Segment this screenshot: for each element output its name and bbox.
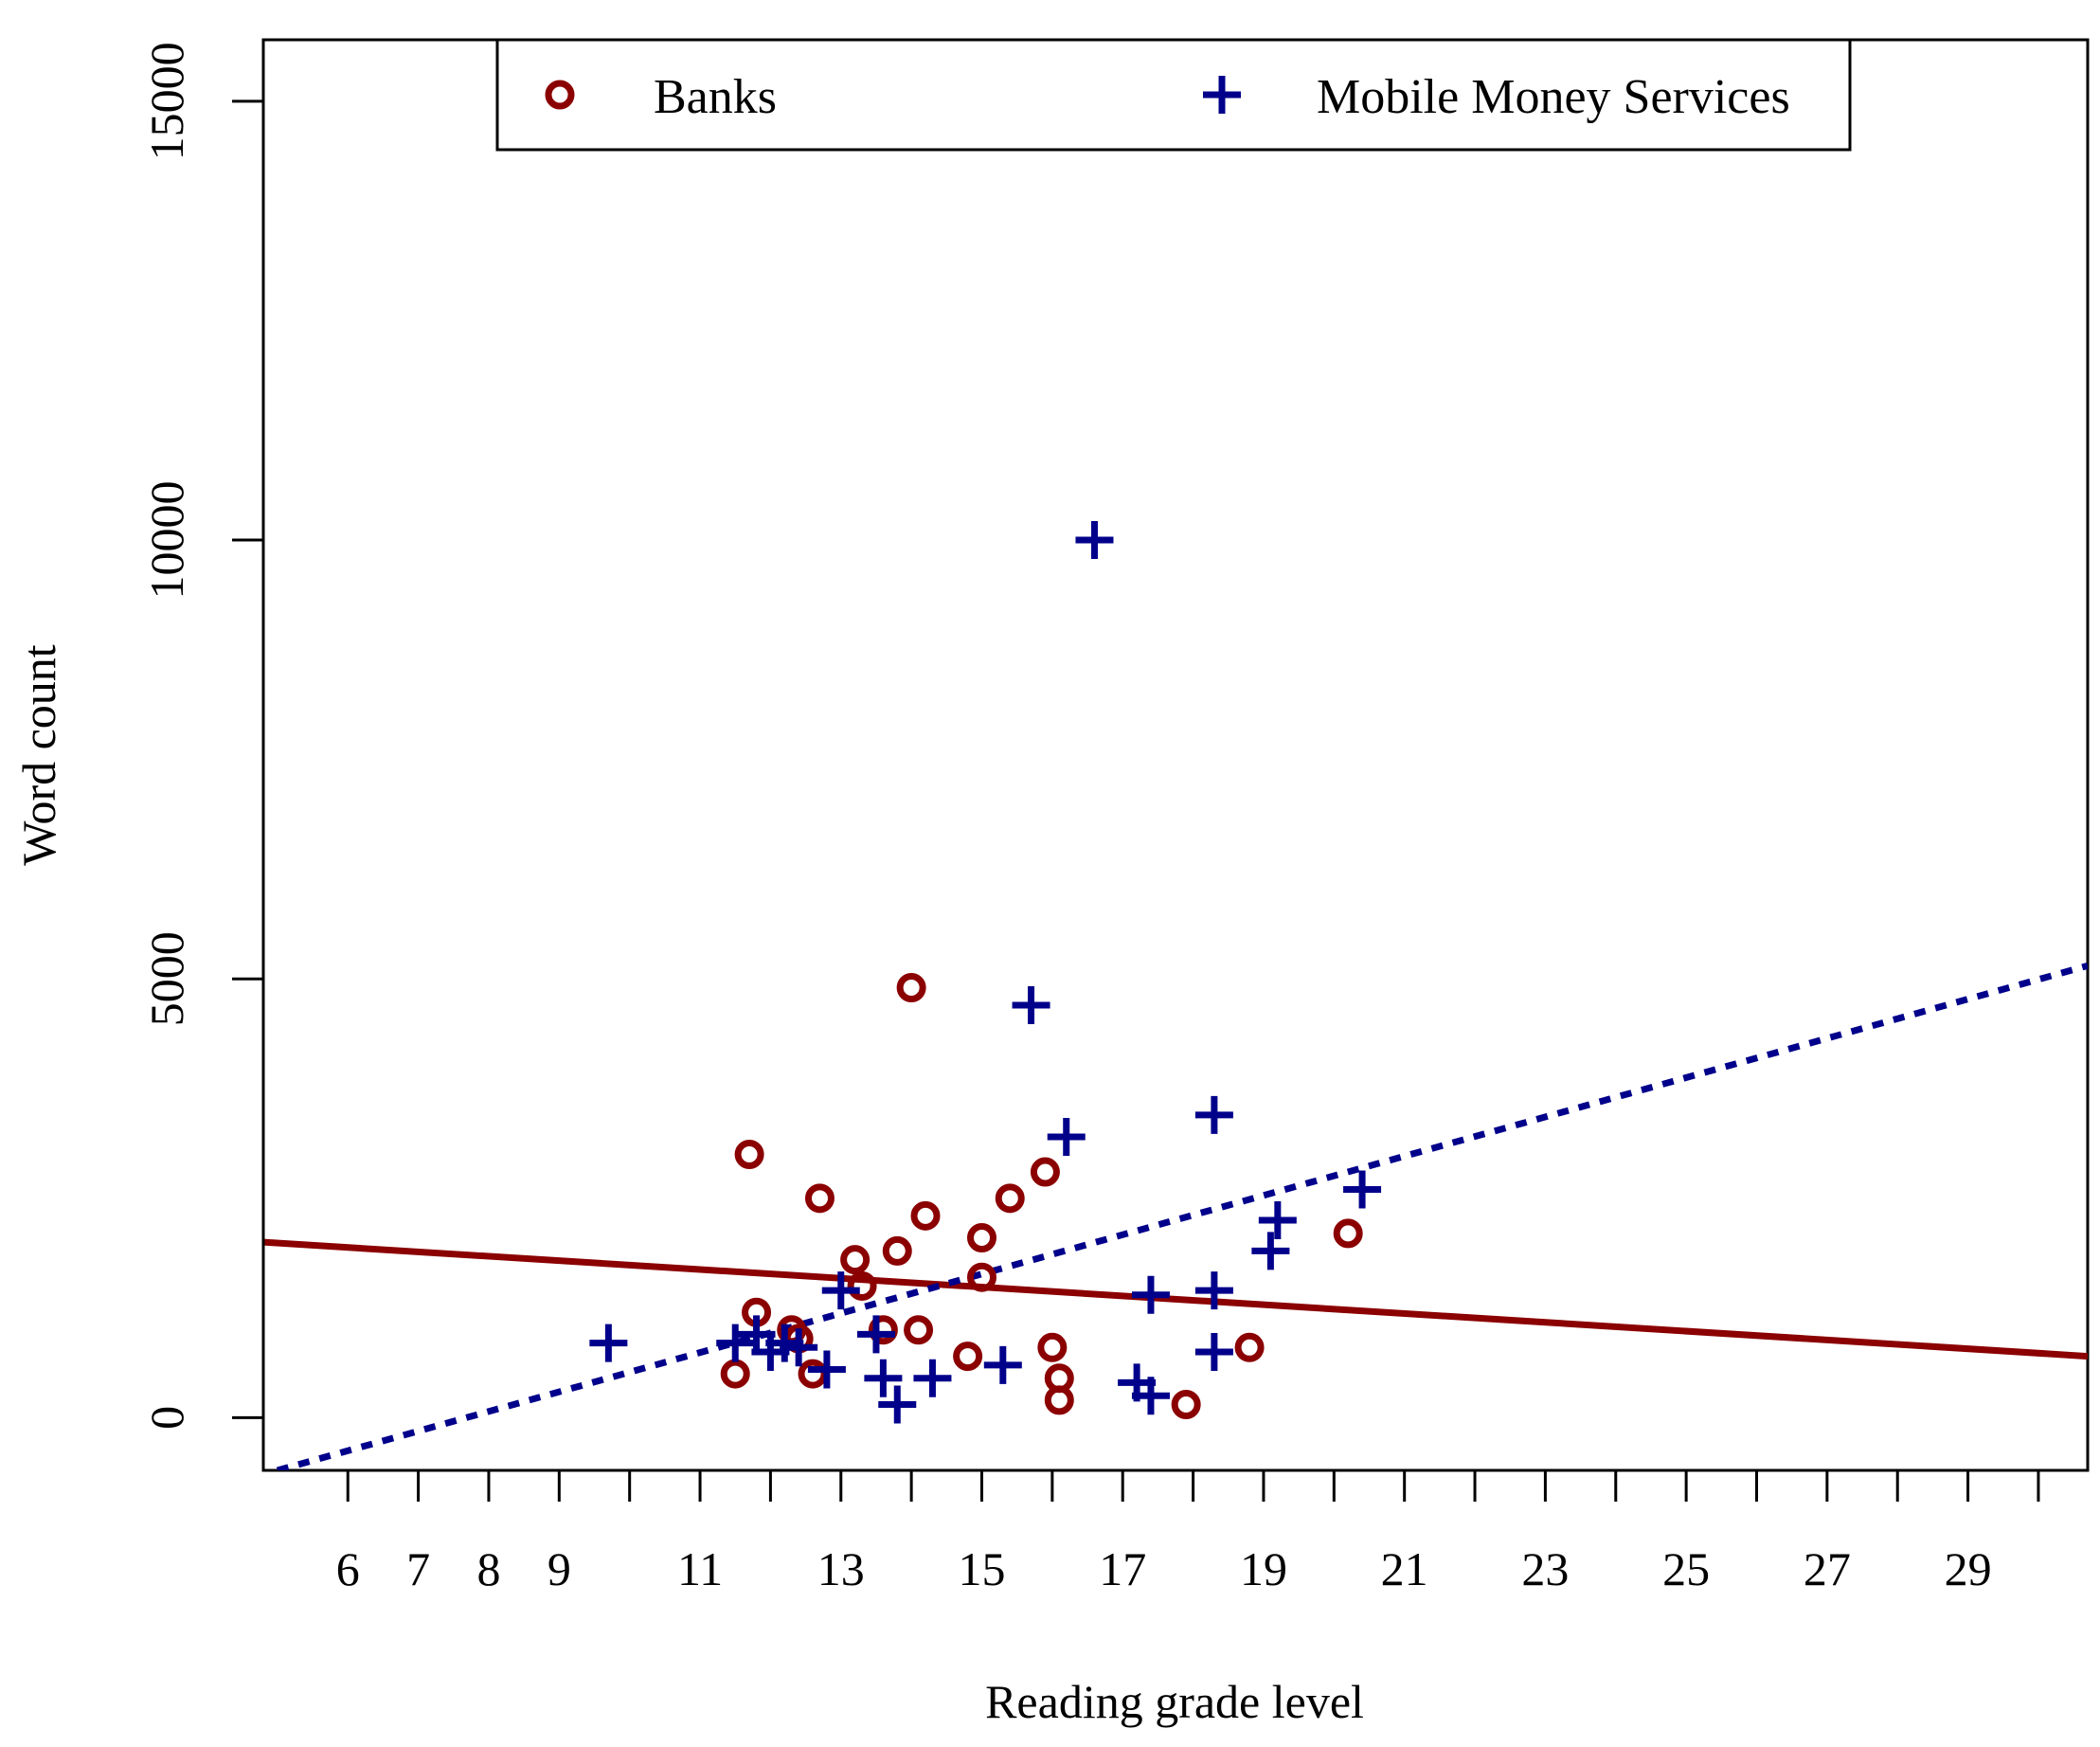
x-tick-label: 9 [547, 1542, 571, 1595]
y-tick-label: 0 [140, 1406, 193, 1430]
x-tick-label: 13 [817, 1542, 865, 1595]
banks-point [995, 1183, 1025, 1214]
y-axis: 0 5000 10000 15000 [140, 42, 265, 1430]
mobile-money-point [1131, 1275, 1170, 1314]
legend-label-banks: Banks [654, 70, 777, 124]
banks-point [1171, 1390, 1201, 1420]
plot-border [261, 38, 2090, 1472]
legend: Banks Mobile Money Services [495, 38, 1852, 152]
legend-marker-banks [545, 80, 575, 110]
banks-point [798, 1359, 828, 1389]
legend-item-mobile-money: Mobile Money Services [1203, 70, 1790, 124]
x-tick-label: 23 [1521, 1542, 1569, 1595]
banks-point [847, 1270, 877, 1301]
mobile-money-point [1258, 1200, 1297, 1239]
banks-point [1030, 1157, 1060, 1187]
banks-point [720, 1359, 750, 1389]
mobile-money-point [1194, 1095, 1233, 1134]
x-tick-label: 21 [1381, 1542, 1428, 1595]
banks-point [804, 1183, 835, 1214]
banks-point [1037, 1332, 1068, 1362]
x-tick-label: 7 [406, 1542, 430, 1595]
banks-point [734, 1140, 764, 1170]
y-tick-label: 15000 [140, 42, 193, 160]
legend-label-mobile-money: Mobile Money Services [1317, 70, 1790, 124]
banks-point [1333, 1218, 1363, 1249]
x-tick-label: 25 [1662, 1542, 1710, 1595]
mobile-money-point [1251, 1232, 1290, 1270]
banks-trend-line [263, 1238, 2088, 1360]
banks-point [882, 1235, 912, 1266]
plot-frame [261, 38, 2090, 1472]
x-tick-label: 17 [1099, 1542, 1146, 1595]
mobile-money-point [1012, 986, 1050, 1025]
mobile-money-point [821, 1271, 860, 1310]
x-tick-label: 29 [1945, 1542, 1992, 1595]
mobile-money-point [878, 1385, 917, 1424]
y-tick-label: 10000 [140, 481, 193, 600]
banks-point [904, 1315, 934, 1345]
y-tick-label: 5000 [140, 931, 193, 1026]
banks-point [910, 1200, 941, 1231]
mobile-money-point [1075, 521, 1114, 560]
mobile-money-point [589, 1324, 628, 1362]
x-tick-label: 8 [476, 1542, 500, 1595]
legend-marker-mobile-money [1203, 76, 1241, 114]
banks-point [967, 1262, 997, 1292]
x-axis-label: Reading grade level [985, 1675, 1364, 1728]
x-axis: 6 7 8 9 11 13 15 17 19 21 23 25 27 29 [336, 1468, 2040, 1595]
legend-box [495, 38, 1852, 152]
mobile-money-point [983, 1345, 1022, 1384]
x-tick-label: 19 [1240, 1542, 1287, 1595]
banks-point [1234, 1332, 1265, 1362]
x-tick-label: 6 [336, 1542, 360, 1595]
y-axis-label: Word count [12, 644, 65, 866]
x-tick-label: 15 [959, 1542, 1006, 1595]
mobile-money-point [716, 1324, 755, 1362]
data-points [589, 521, 1382, 1424]
banks-point [868, 1315, 898, 1345]
trend-lines [263, 962, 2088, 1470]
banks-point [967, 1223, 997, 1253]
x-tick-label: 27 [1804, 1542, 1851, 1595]
mobile-money-point [1194, 1271, 1233, 1310]
banks-point [896, 972, 926, 1002]
mobile-money-point [1343, 1170, 1382, 1209]
mobile-money-point [807, 1350, 846, 1389]
mobile-money-point [1194, 1332, 1233, 1371]
legend-item-banks: Banks [545, 70, 777, 124]
mobile-money-point [780, 1328, 818, 1367]
mobile-money-point [1131, 1377, 1170, 1415]
mobile-money-point [856, 1315, 895, 1354]
banks-point [953, 1342, 983, 1372]
banks-point [840, 1245, 871, 1275]
mobile-money-point [864, 1359, 903, 1397]
mobile-money-point [913, 1359, 952, 1397]
x-tick-label: 11 [677, 1542, 723, 1595]
banks-point [1044, 1385, 1074, 1415]
mobile-money-trend-line [276, 962, 2088, 1470]
mobile-money-point [1047, 1117, 1086, 1156]
